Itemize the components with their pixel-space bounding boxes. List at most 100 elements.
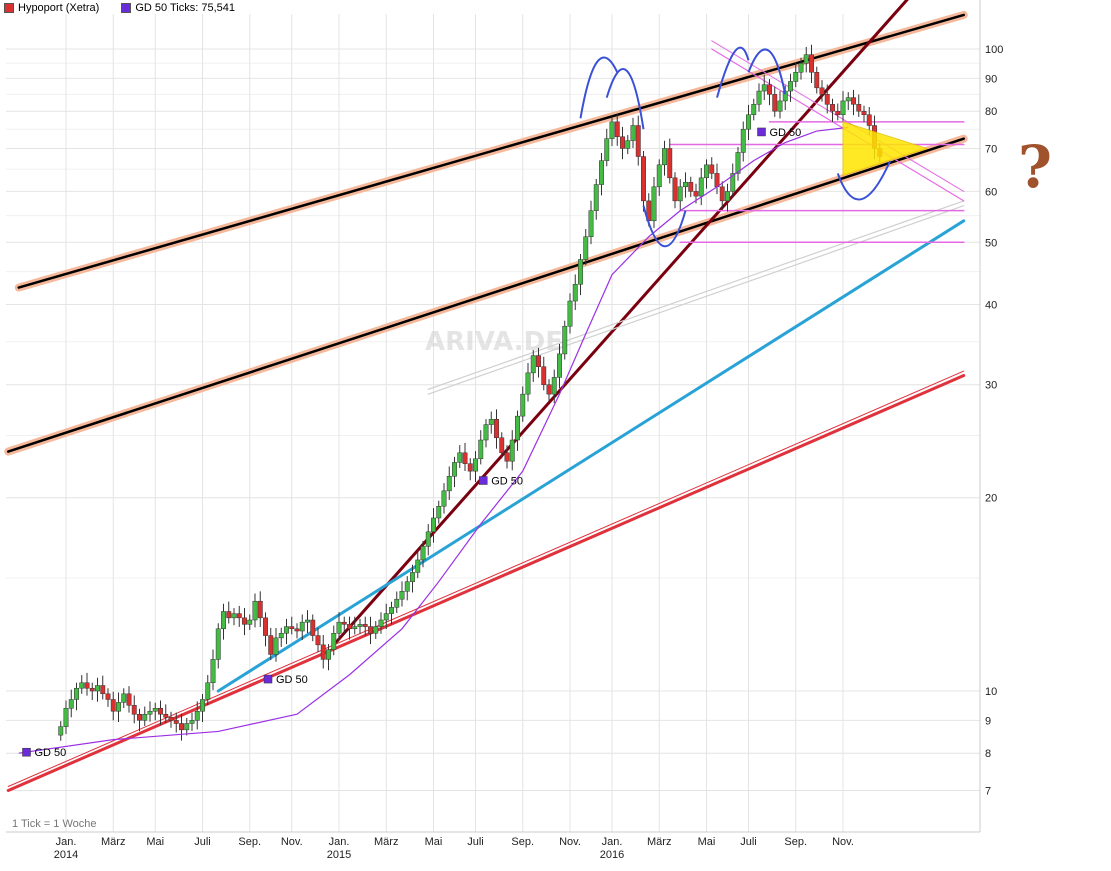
candle-body: [446, 476, 452, 492]
candle-body: [347, 624, 352, 630]
candle-body: [504, 452, 510, 462]
candle-body: [383, 613, 389, 621]
blue-trendline: [216, 219, 966, 693]
candle-body: [777, 100, 783, 112]
gd50-label-swatch: [479, 476, 488, 485]
y-tick-label: 30: [985, 380, 997, 392]
gd50-line: [18, 126, 849, 754]
candle-body: [725, 191, 730, 202]
candle-body: [352, 626, 358, 630]
candle-body: [404, 581, 410, 592]
candle-body: [494, 419, 499, 439]
question-mark-annotation: ?: [1018, 133, 1052, 201]
candle-body: [651, 186, 657, 222]
candle-body: [567, 300, 573, 327]
candle-body: [630, 125, 636, 141]
candle-body: [194, 710, 200, 721]
x-tick-month: Juli: [194, 836, 211, 848]
candle-body: [515, 415, 520, 441]
candle-body: [761, 84, 767, 92]
y-tick-label: 7: [985, 785, 991, 797]
candle-body: [851, 97, 856, 105]
candle-body: [89, 687, 95, 692]
x-tick-month: Jan.: [602, 836, 623, 848]
x-tick-year: 2015: [327, 849, 351, 861]
candle-body: [205, 682, 211, 700]
candle-body: [210, 659, 216, 684]
legend-item-hypoport[interactable]: Hypoport (Xetra): [4, 2, 99, 14]
x-tick-month: Sep.: [238, 836, 261, 848]
candle-body: [698, 177, 704, 197]
x-tick-month: Nov.: [559, 836, 581, 848]
candle-body: [714, 173, 720, 188]
gd50-label: GD 50: [276, 674, 308, 686]
wave-arc-2: [605, 68, 645, 130]
candle-body: [184, 723, 190, 731]
x-tick-month: Jan.: [56, 836, 77, 848]
candle-body: [751, 104, 757, 115]
candle-body: [137, 713, 142, 721]
y-tick-label: 50: [985, 237, 997, 249]
candle-body: [735, 152, 741, 174]
tick-interval-note: 1 Tick = 1 Woche: [12, 818, 96, 830]
x-tick-month: März: [374, 836, 398, 848]
candle-body: [709, 164, 715, 174]
y-tick-label: 90: [985, 73, 997, 85]
candle-body: [331, 633, 337, 650]
steep-trendline: [332, 0, 909, 647]
candle-body: [488, 419, 494, 425]
gd50-label-swatch: [22, 747, 31, 757]
candle-body: [74, 687, 79, 700]
candle-body: [620, 136, 625, 149]
candles: [58, 44, 883, 741]
x-tick-month: Sep.: [511, 836, 534, 848]
candle-body: [635, 125, 641, 157]
candle-body: [247, 619, 253, 625]
candle-body: [604, 138, 610, 161]
x-tick-month: Juli: [467, 836, 484, 848]
candle-body: [499, 437, 505, 454]
candle-body: [399, 591, 405, 600]
legend-label-hypoport: Hypoport (Xetra): [18, 2, 100, 14]
candle-body: [100, 685, 106, 695]
descending-line: [711, 48, 965, 202]
candle-body: [110, 699, 116, 712]
x-tick-month: März: [647, 836, 671, 848]
candle-body: [572, 284, 578, 302]
x-tick-month: Nov.: [281, 836, 303, 848]
wave-arc-6: [836, 160, 892, 201]
candle-body: [452, 462, 457, 477]
candle-body: [242, 617, 247, 625]
watermark: ARIVA.DE: [425, 327, 563, 357]
candle-body: [473, 458, 478, 472]
candle-body: [341, 621, 347, 625]
candle-body: [609, 121, 615, 139]
candle-body: [320, 644, 326, 660]
candle-body: [788, 81, 793, 92]
candle-body: [415, 559, 421, 573]
legend-item-gd50[interactable]: GD 50 Ticks: 75,541: [121, 2, 235, 14]
grey-trendline: [427, 200, 965, 390]
candle-body: [441, 490, 447, 507]
candle-body: [305, 619, 310, 623]
candle-body: [562, 325, 568, 355]
gd50-label: GD 50: [491, 475, 523, 487]
candle-body: [252, 600, 258, 621]
gd50-label-swatch: [757, 127, 766, 137]
candle-body: [152, 708, 158, 712]
wave-arc-3: [642, 205, 687, 248]
candle-body: [772, 94, 778, 112]
candle-body: [861, 110, 867, 115]
x-tick-month: Mai: [425, 836, 443, 848]
candle-body: [158, 708, 163, 715]
legend-swatch-hypoport: [4, 3, 14, 13]
gd50-label: GD 50: [770, 127, 802, 139]
candle-body: [226, 611, 232, 619]
candle-body: [704, 164, 709, 179]
gd50-labels: GD 50 GD 50 GD 50 GD 50: [22, 127, 802, 759]
candle-body: [189, 720, 195, 724]
candle-body: [588, 210, 594, 237]
candle-body: [793, 71, 799, 82]
candle-body: [798, 63, 804, 73]
